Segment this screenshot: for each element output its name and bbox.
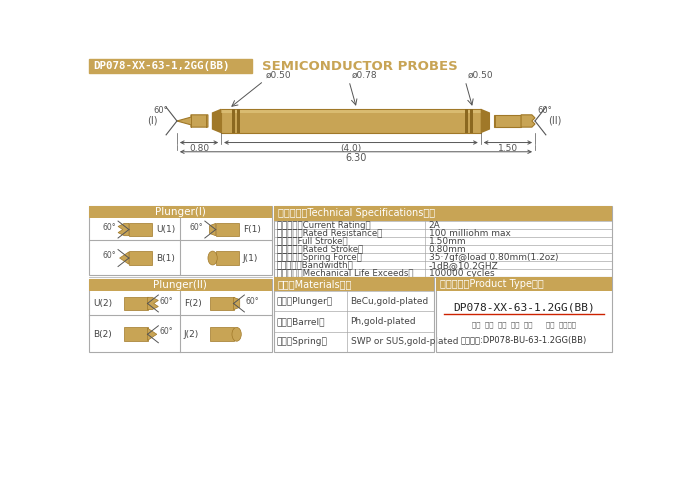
- Text: F(2): F(2): [184, 299, 202, 308]
- Text: 额定电阙（Rated Resistance）: 额定电阙（Rated Resistance）: [277, 228, 382, 238]
- Text: (I): (I): [148, 116, 158, 126]
- Text: 100 milliohm max: 100 milliohm max: [429, 228, 511, 238]
- Text: 针管（Barrel）: 针管（Barrel）: [277, 317, 326, 326]
- Text: 1.50: 1.50: [498, 144, 518, 153]
- Text: 额定电流（Current Rating）: 额定电流（Current Rating）: [277, 221, 371, 229]
- Text: 1.50mm: 1.50mm: [429, 237, 466, 246]
- Text: 60°: 60°: [160, 327, 174, 336]
- Text: 额定弹力（Spring Force）: 额定弹力（Spring Force）: [277, 253, 362, 262]
- Text: 额定行程（Rated Stroke）: 额定行程（Rated Stroke）: [277, 245, 363, 254]
- Polygon shape: [215, 223, 239, 237]
- Bar: [274, 206, 611, 221]
- Text: 60°: 60°: [103, 223, 116, 232]
- Bar: [274, 206, 611, 277]
- Polygon shape: [221, 110, 481, 113]
- Polygon shape: [124, 327, 148, 341]
- Polygon shape: [120, 252, 129, 264]
- Polygon shape: [494, 115, 521, 127]
- Polygon shape: [148, 328, 157, 340]
- Polygon shape: [148, 297, 159, 309]
- Text: F(1): F(1): [243, 225, 261, 234]
- Bar: [90, 279, 272, 352]
- Bar: [90, 206, 272, 218]
- Polygon shape: [210, 327, 233, 341]
- Text: 2A: 2A: [429, 221, 440, 229]
- Bar: [90, 206, 272, 275]
- Text: 60°: 60°: [103, 251, 116, 260]
- Text: 成品型号（Product Type）：: 成品型号（Product Type）：: [440, 279, 543, 289]
- Polygon shape: [124, 296, 148, 310]
- Text: -1dB@10.2GHZ: -1dB@10.2GHZ: [429, 261, 499, 270]
- Bar: [237, 108, 239, 134]
- Text: 60°: 60°: [160, 296, 174, 306]
- Polygon shape: [233, 297, 239, 309]
- Text: BeCu,gold-plated: BeCu,gold-plated: [350, 297, 429, 306]
- Polygon shape: [212, 108, 221, 134]
- Polygon shape: [210, 296, 233, 310]
- Text: ø0.50: ø0.50: [468, 70, 493, 80]
- Polygon shape: [118, 223, 129, 236]
- Text: 60°: 60°: [189, 223, 203, 232]
- Text: B(1): B(1): [156, 254, 175, 263]
- Text: ø0.78: ø0.78: [352, 70, 377, 80]
- Text: DP078-XX-63-1,2GG(BB): DP078-XX-63-1,2GG(BB): [93, 61, 230, 71]
- Bar: [274, 277, 434, 291]
- Text: 频率带宽（Bandwidth）: 频率带宽（Bandwidth）: [277, 261, 354, 270]
- Text: 弹簧（Spring）: 弹簧（Spring）: [277, 337, 328, 347]
- Text: J(2): J(2): [184, 330, 199, 339]
- Text: ø0.50: ø0.50: [266, 70, 291, 80]
- Polygon shape: [177, 115, 208, 127]
- Text: 100000 cycles: 100000 cycles: [429, 269, 495, 278]
- Bar: [274, 277, 434, 352]
- Bar: [436, 277, 611, 352]
- Text: 测试寿命（Mechanical Life Exceeds）: 测试寿命（Mechanical Life Exceeds）: [277, 269, 413, 278]
- Polygon shape: [129, 251, 152, 265]
- Text: 6.30: 6.30: [345, 153, 367, 163]
- Text: B(2): B(2): [93, 330, 112, 339]
- Text: 35·7gf@load 0.80mm(1.2oz): 35·7gf@load 0.80mm(1.2oz): [429, 253, 558, 262]
- Polygon shape: [481, 108, 490, 134]
- Polygon shape: [521, 115, 535, 127]
- Text: J(1): J(1): [243, 254, 258, 263]
- Ellipse shape: [232, 327, 241, 341]
- Text: 系列  规格  头型  总长  弹力      镌金  针头材质: 系列 规格 头型 总长 弹力 镌金 针头材质: [472, 321, 576, 328]
- Text: Plunger(I): Plunger(I): [155, 207, 206, 217]
- Polygon shape: [209, 223, 215, 236]
- Ellipse shape: [208, 251, 218, 265]
- Text: 技术要求（Technical Specifications）：: 技术要求（Technical Specifications）：: [278, 208, 436, 218]
- Text: 0.80: 0.80: [189, 144, 209, 153]
- Text: 0.80mm: 0.80mm: [429, 245, 466, 254]
- Bar: [90, 279, 272, 291]
- Bar: [465, 108, 469, 134]
- Text: Ph,gold-plated: Ph,gold-plated: [350, 317, 416, 326]
- Text: DP078-XX-63-1.2GG(BB): DP078-XX-63-1.2GG(BB): [453, 303, 594, 313]
- Text: Plunger(II): Plunger(II): [153, 280, 207, 290]
- Polygon shape: [221, 108, 481, 134]
- Text: 满行程（Full Stroke）: 满行程（Full Stroke）: [277, 237, 347, 246]
- Text: 订购举例:DP078-BU-63-1.2GG(BB): 订购举例:DP078-BU-63-1.2GG(BB): [460, 335, 587, 344]
- Text: 60°: 60°: [538, 106, 552, 115]
- Text: (4.0): (4.0): [341, 144, 362, 153]
- Text: SWP or SUS,gold-plated: SWP or SUS,gold-plated: [350, 337, 458, 347]
- Text: 材质（Materials）：: 材质（Materials）：: [278, 279, 352, 289]
- Text: 60°: 60°: [246, 296, 259, 306]
- Text: SEMICONDUCTOR PROBES: SEMICONDUCTOR PROBES: [262, 60, 458, 73]
- Text: U(1): U(1): [156, 225, 175, 234]
- Text: 60°: 60°: [154, 106, 168, 115]
- Bar: [90, 59, 252, 73]
- Bar: [232, 108, 235, 134]
- Text: (II): (II): [548, 116, 562, 126]
- Polygon shape: [215, 251, 239, 265]
- Bar: [436, 277, 611, 291]
- Text: U(2): U(2): [93, 299, 112, 308]
- Bar: [470, 108, 473, 134]
- Text: 针头（Plunger）: 针头（Plunger）: [277, 297, 333, 306]
- Polygon shape: [129, 223, 152, 237]
